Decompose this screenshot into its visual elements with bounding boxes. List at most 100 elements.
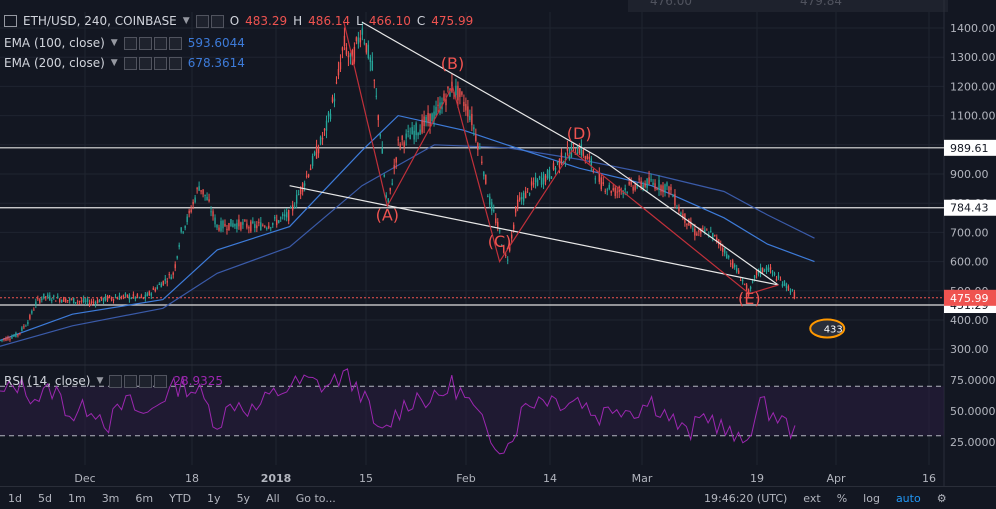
- settings-gear-icon[interactable]: ⚙: [936, 491, 947, 505]
- wave-label: (E): [738, 289, 761, 308]
- candle-body: [704, 229, 706, 233]
- symbol-legend[interactable]: ETH/USD, 240, COINBASE ▼ O 483.29 H 486.14…: [4, 14, 473, 28]
- event-badge-text: 433: [824, 324, 843, 335]
- candle-body: [270, 227, 272, 229]
- range-button-1d[interactable]: 1d: [8, 491, 22, 505]
- candle-body: [202, 189, 204, 195]
- goto-button[interactable]: Go to...: [295, 491, 336, 505]
- candle-body: [514, 208, 517, 213]
- candle-body: [240, 222, 242, 230]
- candle-body: [100, 296, 103, 300]
- ext-toggle[interactable]: ext: [803, 491, 821, 505]
- candle-body: [118, 295, 121, 300]
- close-label: C: [416, 14, 426, 28]
- candle-body: [534, 177, 537, 183]
- candle-body: [678, 206, 680, 212]
- ema200-controls[interactable]: [123, 56, 182, 70]
- candle-body: [1, 339, 3, 341]
- candle-body: [598, 173, 600, 182]
- candle-body: [246, 223, 248, 228]
- candle-body: [182, 231, 184, 233]
- chevron-down-icon[interactable]: ▼: [110, 58, 118, 68]
- candle-body: [530, 181, 533, 186]
- candle-body: [98, 300, 101, 303]
- range-button-5y[interactable]: 5y: [236, 491, 251, 505]
- range-button-1m[interactable]: 1m: [67, 491, 86, 505]
- range-button-6m[interactable]: 6m: [135, 491, 154, 505]
- candle-body: [116, 298, 119, 300]
- candle-body: [230, 219, 232, 227]
- candle-body: [29, 315, 31, 319]
- candle-body: [76, 301, 79, 303]
- candle-body: [88, 302, 91, 306]
- candle-body: [63, 297, 65, 302]
- candle-body: [604, 190, 606, 192]
- candle-body: [580, 144, 583, 156]
- rsi-label[interactable]: RSI (14, close): [4, 374, 91, 388]
- candle-body: [765, 266, 768, 271]
- candle-body: [751, 281, 754, 283]
- range-button-all[interactable]: All: [266, 491, 280, 505]
- close-value: 475.99: [431, 14, 474, 28]
- candle-body: [636, 186, 638, 188]
- candle-body: [102, 298, 105, 302]
- time-tick-label: 15: [359, 472, 373, 485]
- candle-body: [399, 143, 401, 148]
- candle-body: [226, 228, 228, 231]
- chevron-down-icon[interactable]: ▼: [96, 376, 104, 386]
- candle-body: [359, 37, 362, 43]
- ema200-value: 678.3614: [187, 56, 245, 70]
- candle-body: [508, 244, 511, 251]
- candle-body: [170, 276, 172, 280]
- candle-body: [252, 221, 254, 224]
- range-button-1y[interactable]: 1y: [207, 491, 221, 505]
- range-button-5d[interactable]: 5d: [37, 491, 52, 505]
- symbol-title[interactable]: ETH/USD, 240, COINBASE: [23, 14, 177, 28]
- ema100-label[interactable]: EMA (100, close): [4, 36, 105, 50]
- candle-body: [377, 115, 379, 121]
- ema100-legend[interactable]: EMA (100, close) ▼ 593.6044: [4, 36, 245, 50]
- candle-body: [423, 116, 425, 126]
- event-badge: [809, 318, 846, 339]
- chevron-down-icon[interactable]: ▼: [182, 16, 190, 26]
- percent-toggle[interactable]: %: [836, 491, 848, 505]
- candle-body: [289, 207, 292, 209]
- rsi-controls[interactable]: [109, 374, 168, 388]
- candle-body: [710, 230, 712, 233]
- rsi-legend[interactable]: RSI (14, close) ▼ 28.9325: [4, 374, 223, 388]
- candle-body: [66, 300, 69, 302]
- ema200-legend[interactable]: EMA (200, close) ▼ 678.3614: [4, 56, 245, 70]
- rsi-tick-label: 75.0000: [950, 374, 996, 387]
- candle-body: [124, 293, 127, 295]
- top-partial-right: 479.84: [800, 0, 842, 8]
- range-button-3m[interactable]: 3m: [101, 491, 120, 505]
- time-tick-label: 19: [750, 472, 764, 485]
- price-axis: 1400.001300.001200.001100.001000.00900.0…: [944, 22, 996, 449]
- legend-controls[interactable]: [195, 14, 224, 28]
- candle-body: [461, 92, 463, 95]
- candle-body: [431, 113, 433, 122]
- candle-body: [634, 184, 636, 191]
- ema200-label[interactable]: EMA (200, close): [4, 56, 105, 70]
- candle-body: [520, 197, 523, 200]
- range-button-ytd[interactable]: YTD: [169, 491, 192, 505]
- wave-label: (C): [488, 232, 512, 251]
- candle-body: [743, 283, 746, 285]
- candle-body: [9, 338, 11, 340]
- candle-body: [789, 291, 792, 293]
- candle-body: [745, 284, 748, 291]
- candle-body: [437, 104, 439, 106]
- menu-icon[interactable]: [4, 15, 17, 27]
- ema100-line: [0, 114, 815, 341]
- ema-lines: [0, 114, 815, 347]
- candle-body: [546, 170, 549, 178]
- chevron-down-icon[interactable]: ▼: [110, 38, 118, 48]
- candle-body: [787, 286, 790, 291]
- candle-body: [41, 298, 43, 300]
- auto-toggle[interactable]: auto: [895, 491, 921, 505]
- candle-body: [670, 187, 672, 191]
- rsi-pane: [0, 368, 944, 455]
- log-toggle[interactable]: log: [863, 491, 880, 505]
- ema100-controls[interactable]: [123, 36, 182, 50]
